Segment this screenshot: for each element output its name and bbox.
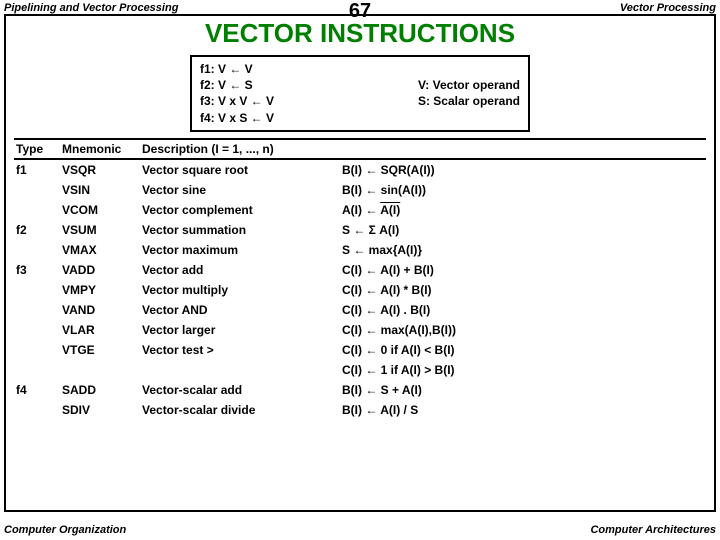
cell-description: Vector-scalar divide [140,400,340,420]
header-right: Vector Processing [620,2,716,14]
table-row: C(I) ← 1 if A(I) > B(I) [14,360,706,380]
table-row: VMAXVector maximum S ← max{A(I)} [14,240,706,260]
cell-description: Vector add [140,260,340,280]
cell-mnemonic: SADD [60,380,140,400]
form-f2: f2: V ← S [200,77,274,93]
cell-operation: S ← max{A(I)} [340,240,706,260]
cell-description: Vector AND [140,300,340,320]
header-left: Pipelining and Vector Processing [4,2,178,14]
cell-description: Vector multiply [140,280,340,300]
cell-mnemonic: VCOM [60,200,140,220]
instruction-forms-box: f1: V ← V f2: V ← S f3: V x V ← V f4: V … [190,55,530,132]
table-row: VCOMVector complementA(I) ← A(I) [14,200,706,220]
legend-vector: V: Vector operand [418,77,520,93]
cell-operation: C(I) ← 0 if A(I) < B(I) [340,340,706,360]
cell-type [14,180,60,200]
cell-operation: C(I) ← A(I) . B(I) [340,300,706,320]
cell-operation: B(I) ← SQR(A(I)) [340,159,706,180]
cell-type [14,200,60,220]
table-row: f1VSQRVector square rootB(I) ← SQR(A(I)) [14,159,706,180]
form-f1: f1: V ← V [200,61,274,77]
cell-type: f1 [14,159,60,180]
cell-description: Vector larger [140,320,340,340]
cell-mnemonic: VSIN [60,180,140,200]
cell-mnemonic: VSUM [60,220,140,240]
cell-mnemonic: VMPY [60,280,140,300]
cell-type [14,240,60,260]
th-operation [340,139,706,159]
cell-type [14,360,60,380]
forms-legend: V: Vector operand S: Scalar operand [418,77,520,109]
cell-operation: A(I) ← A(I) [340,200,706,220]
table-row: VSINVector sineB(I) ← sin(A(I)) [14,180,706,200]
table-row: VLARVector largerC(I) ← max(A(I),B(I)) [14,320,706,340]
slide-title: VECTOR INSTRUCTIONS [14,18,706,49]
forms-list: f1: V ← V f2: V ← S f3: V x V ← V f4: V … [200,61,274,126]
cell-type [14,320,60,340]
legend-scalar: S: Scalar operand [418,93,520,109]
cell-mnemonic: VLAR [60,320,140,340]
cell-description: Vector sine [140,180,340,200]
cell-operation: B(I) ← A(I) / S [340,400,706,420]
cell-description: Vector summation [140,220,340,240]
cell-operation: S ← Σ A(I) [340,220,706,240]
instructions-table: Type Mnemonic Description (I = 1, ..., n… [14,138,706,420]
form-f3: f3: V x V ← V [200,93,274,109]
table-row: VANDVector ANDC(I) ← A(I) . B(I) [14,300,706,320]
slide-border: VECTOR INSTRUCTIONS f1: V ← V f2: V ← S … [4,14,716,512]
cell-type [14,400,60,420]
cell-type: f2 [14,220,60,240]
cell-mnemonic: VADD [60,260,140,280]
cell-operation: C(I) ← 1 if A(I) > B(I) [340,360,706,380]
cell-operation: C(I) ← A(I) * B(I) [340,280,706,300]
cell-mnemonic: VMAX [60,240,140,260]
th-mnemonic: Mnemonic [60,139,140,159]
cell-operation: C(I) ← A(I) + B(I) [340,260,706,280]
cell-type: f3 [14,260,60,280]
cell-type: f4 [14,380,60,400]
table-row: SDIVVector-scalar divideB(I) ← A(I) / S [14,400,706,420]
th-type: Type [14,139,60,159]
cell-description: Vector maximum [140,240,340,260]
cell-type [14,300,60,320]
cell-mnemonic: VSQR [60,159,140,180]
cell-operation: B(I) ← sin(A(I)) [340,180,706,200]
cell-type [14,280,60,300]
cell-description: Vector square root [140,159,340,180]
cell-mnemonic [60,360,140,380]
cell-mnemonic: VTGE [60,340,140,360]
cell-description [140,360,340,380]
table-row: f4SADDVector-scalar addB(I) ← S + A(I) [14,380,706,400]
footer-right: Computer Architectures [590,524,716,536]
footer: Computer Organization Computer Architect… [0,522,720,538]
header: Pipelining and Vector Processing 67 Vect… [0,0,720,14]
cell-mnemonic: SDIV [60,400,140,420]
footer-left: Computer Organization [4,524,126,536]
table-row: f3VADDVector addC(I) ← A(I) + B(I) [14,260,706,280]
th-description: Description (I = 1, ..., n) [140,139,340,159]
table-row: VMPYVector multiplyC(I) ← A(I) * B(I) [14,280,706,300]
cell-operation: B(I) ← S + A(I) [340,380,706,400]
cell-operation: C(I) ← max(A(I),B(I)) [340,320,706,340]
table-row: f2VSUMVector summation S ← Σ A(I) [14,220,706,240]
table-row: VTGEVector test >C(I) ← 0 if A(I) < B(I) [14,340,706,360]
cell-mnemonic: VAND [60,300,140,320]
cell-description: Vector complement [140,200,340,220]
cell-type [14,340,60,360]
cell-description: Vector-scalar add [140,380,340,400]
cell-description: Vector test > [140,340,340,360]
form-f4: f4: V x S ← V [200,110,274,126]
